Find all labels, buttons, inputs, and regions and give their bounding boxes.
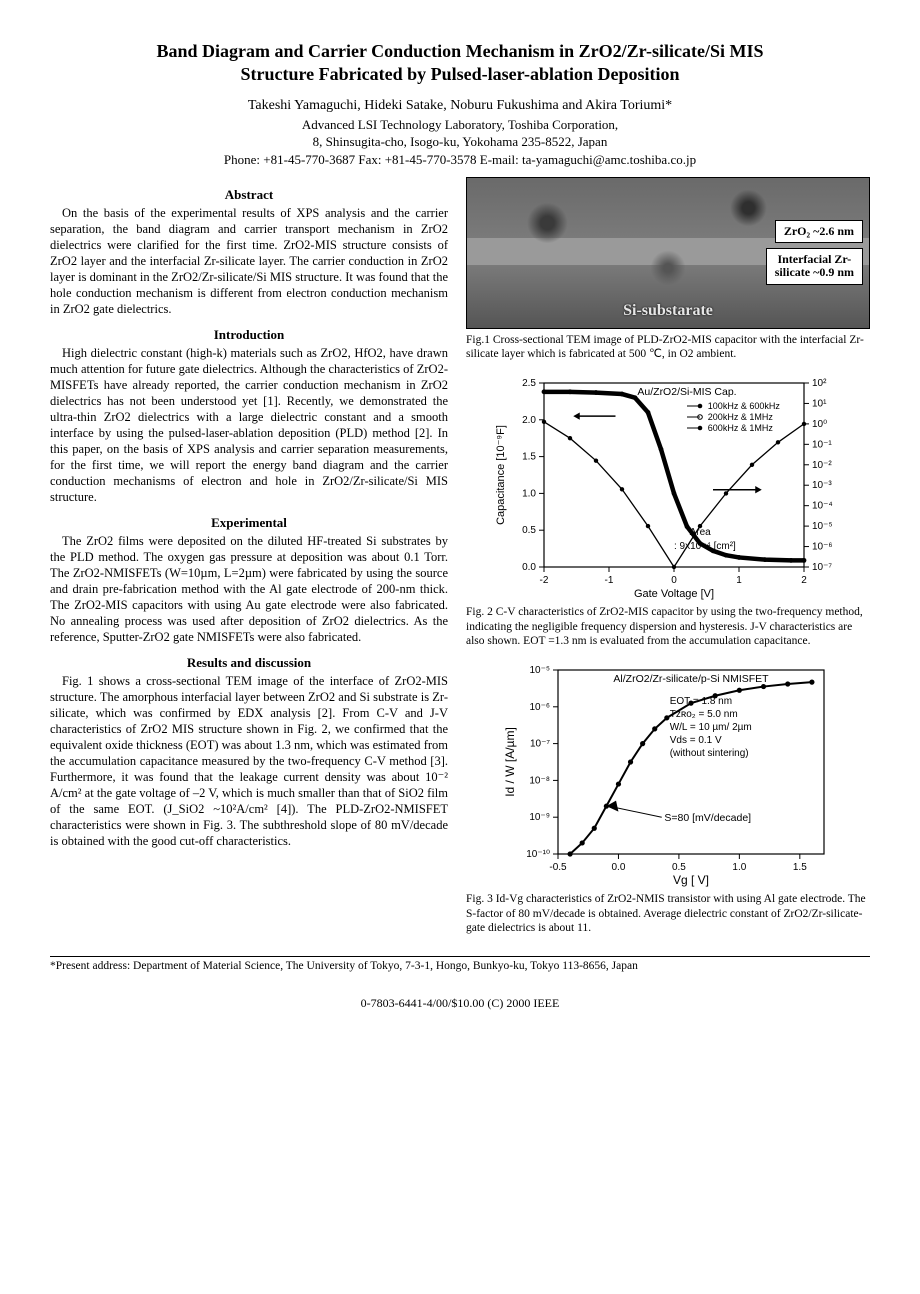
affiliation-1: Advanced LSI Technology Laboratory, Tosh…: [50, 116, 870, 134]
svg-text:2.0: 2.0: [522, 415, 536, 426]
svg-text:10⁻²: 10⁻²: [812, 460, 832, 471]
svg-text:10²: 10²: [812, 378, 827, 389]
contact-line: Phone: +81-45-770-3687 Fax: +81-45-770-3…: [50, 151, 870, 169]
contact-text: Phone: +81-45-770-3687 Fax: +81-45-770-3…: [224, 152, 696, 167]
svg-text:10⁻⁵: 10⁻⁵: [812, 521, 833, 532]
svg-text:Vds = 0.1 V: Vds = 0.1 V: [670, 735, 722, 746]
experimental-heading: Experimental: [50, 515, 448, 531]
svg-text:S=80 [mV/decade]: S=80 [mV/decade]: [664, 813, 751, 825]
right-column: ZrO₂ ~2.6 nm Interfacial Zr- silicate ~0…: [466, 177, 870, 946]
svg-text:10⁻⁶: 10⁻⁶: [812, 542, 833, 553]
svg-text:10⁻⁹: 10⁻⁹: [529, 813, 550, 824]
abstract-heading: Abstract: [50, 187, 448, 203]
fig1-tem-image: ZrO₂ ~2.6 nm Interfacial Zr- silicate ~0…: [466, 177, 870, 329]
results-heading: Results and discussion: [50, 655, 448, 671]
svg-text:200kHz & 1MHz: 200kHz & 1MHz: [708, 412, 774, 422]
abstract-text: On the basis of the experimental results…: [50, 205, 448, 317]
authors-block: Takeshi Yamaguchi, Hideki Satake, Noburu…: [50, 97, 870, 169]
svg-text:Id / W [A/µm]: Id / W [A/µm]: [503, 728, 517, 798]
title-line1: Band Diagram and Carrier Conduction Mech…: [156, 41, 763, 61]
svg-text:100kHz & 600kHz: 100kHz & 600kHz: [708, 401, 781, 411]
svg-text:10⁻⁸: 10⁻⁸: [529, 776, 550, 787]
svg-text:0.0: 0.0: [522, 562, 536, 573]
svg-text:10⁻¹⁰: 10⁻¹⁰: [526, 849, 550, 860]
svg-text:0: 0: [671, 575, 677, 586]
svg-text:Tᴢʀᴏ₂ = 5.0 nm: Tᴢʀᴏ₂ = 5.0 nm: [670, 709, 738, 720]
svg-text:(without sintering): (without sintering): [670, 748, 749, 759]
fig1-label-mid2: silicate ~0.9 nm: [775, 265, 854, 279]
svg-text:10⁻⁷: 10⁻⁷: [530, 739, 550, 750]
svg-text:Area: Area: [690, 527, 712, 538]
authors-names: Takeshi Yamaguchi, Hideki Satake, Noburu…: [50, 97, 870, 116]
svg-text:Gate Voltage [V]: Gate Voltage [V]: [634, 588, 714, 600]
fig2-svg: -2 -1 0 1 2 0.0 0.5 1.0 1.5 2.0 2.5 10⁻⁷ 10⁻⁶ 10⁻⁵ 10⁻…: [488, 371, 848, 601]
svg-text:W/L = 10 µm/ 2µm: W/L = 10 µm/ 2µm: [670, 722, 752, 733]
footnote: *Present address: Department of Material…: [50, 956, 870, 972]
title-line2: Structure Fabricated by Pulsed-laser-abl…: [241, 64, 680, 84]
left-column: Abstract On the basis of the experimenta…: [50, 177, 448, 946]
body-columns: Abstract On the basis of the experimenta…: [50, 177, 870, 946]
svg-text:Vg [ V]: Vg [ V]: [673, 873, 709, 887]
fig1-label-zro2: ZrO₂ ~2.6 nm: [775, 220, 863, 244]
svg-text:Al/ZrO2/Zr-silicate/p-Si NMISF: Al/ZrO2/Zr-silicate/p-Si NMISFET: [613, 673, 769, 685]
fig1-substrate-label: Si-substarate: [467, 302, 869, 320]
svg-text:1.0: 1.0: [522, 489, 536, 500]
svg-text:10⁰: 10⁰: [812, 419, 827, 430]
svg-text:1: 1: [736, 575, 742, 586]
svg-text:10⁻⁶: 10⁻⁶: [529, 702, 550, 713]
svg-text:10⁻⁴: 10⁻⁴: [812, 501, 833, 512]
svg-text:10¹: 10¹: [812, 399, 827, 410]
svg-text:2: 2: [801, 575, 807, 586]
svg-text:0.5: 0.5: [672, 862, 686, 873]
svg-text:10⁻³: 10⁻³: [812, 481, 832, 492]
svg-text:0.5: 0.5: [522, 525, 536, 536]
results-text: Fig. 1 shows a cross-sectional TEM image…: [50, 673, 448, 849]
fig1-label-silicate: Interfacial Zr- silicate ~0.9 nm: [766, 248, 863, 286]
fig1-label-mid1: Interfacial Zr-: [777, 252, 851, 266]
svg-text:1.0: 1.0: [732, 862, 746, 873]
svg-text:-0.5: -0.5: [549, 862, 567, 873]
paper-title: Band Diagram and Carrier Conduction Mech…: [50, 40, 870, 85]
affiliation-2: 8, Shinsugita-cho, Isogo-ku, Yokohama 23…: [50, 133, 870, 151]
fig3-caption: Fig. 3 Id-Vg characteristics of ZrO2-NMI…: [466, 892, 870, 935]
svg-text:: 9x10⁻⁴ [cm²]: : 9x10⁻⁴ [cm²]: [674, 541, 736, 552]
fig2-caption: Fig. 2 C-V characteristics of ZrO2-MIS c…: [466, 605, 870, 648]
svg-text:10⁻¹: 10⁻¹: [812, 440, 832, 451]
experimental-text: The ZrO2 films were deposited on the dil…: [50, 533, 448, 645]
svg-text:-1: -1: [605, 575, 614, 586]
svg-text:1.5: 1.5: [793, 862, 807, 873]
intro-text: High dielectric constant (high-k) materi…: [50, 345, 448, 505]
fig3-svg: -0.5 0.0 0.5 1.0 1.5 10⁻¹⁰ 10⁻⁹ 10⁻⁸ 10⁻⁷ 10⁻⁶ 10⁻…: [498, 658, 838, 888]
svg-text:EOT = 1.8 nm: EOT = 1.8 nm: [670, 696, 732, 707]
svg-text:Capacitance [10⁻⁹F]: Capacitance [10⁻⁹F]: [495, 425, 507, 525]
svg-text:0.0: 0.0: [612, 862, 626, 873]
fig2-chart: -2 -1 0 1 2 0.0 0.5 1.0 1.5 2.0 2.5 10⁻⁷ 10⁻⁶ 10⁻⁵ 10⁻…: [466, 371, 870, 601]
fig3-chart: -0.5 0.0 0.5 1.0 1.5 10⁻¹⁰ 10⁻⁹ 10⁻⁸ 10⁻⁷ 10⁻⁶ 10⁻…: [466, 658, 870, 888]
svg-text:Au/ZrO2/Si-MIS Cap.: Au/ZrO2/Si-MIS Cap.: [637, 386, 736, 398]
intro-heading: Introduction: [50, 327, 448, 343]
fig1-caption: Fig.1 Cross-sectional TEM image of PLD-Z…: [466, 333, 870, 362]
svg-text:-2: -2: [540, 575, 549, 586]
svg-text:10⁻⁷: 10⁻⁷: [812, 562, 832, 573]
svg-text:1.5: 1.5: [522, 452, 536, 463]
svg-text:2.5: 2.5: [522, 378, 536, 389]
footer-copyright: 0-7803-6441-4/00/$10.00 (C) 2000 IEEE: [50, 996, 870, 1011]
svg-text:10⁻⁵: 10⁻⁵: [529, 665, 550, 676]
svg-text:600kHz & 1MHz: 600kHz & 1MHz: [708, 423, 774, 433]
